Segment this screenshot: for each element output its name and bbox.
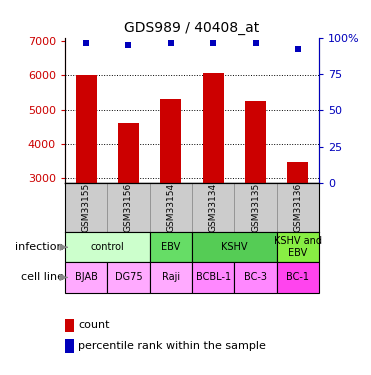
Bar: [65, 262, 107, 292]
Bar: [160, 99, 181, 183]
Text: KSHV: KSHV: [221, 242, 247, 252]
Point: [168, 40, 174, 46]
Text: BCBL-1: BCBL-1: [196, 272, 231, 282]
Title: GDS989 / 40408_at: GDS989 / 40408_at: [124, 21, 260, 35]
Text: EBV: EBV: [161, 242, 180, 252]
Bar: [203, 73, 224, 183]
Bar: [192, 232, 277, 262]
Text: cell line: cell line: [21, 272, 64, 282]
Bar: [65, 232, 150, 262]
Text: infection: infection: [16, 242, 64, 252]
Bar: [192, 183, 234, 232]
Bar: [277, 183, 319, 232]
Bar: [107, 262, 150, 292]
Text: BC-1: BC-1: [286, 272, 309, 282]
Text: control: control: [91, 242, 124, 252]
Text: count: count: [78, 321, 109, 330]
Bar: [150, 262, 192, 292]
Text: BC-3: BC-3: [244, 272, 267, 282]
Bar: [192, 262, 234, 292]
Text: GSM33154: GSM33154: [166, 183, 175, 232]
Point: [125, 42, 131, 48]
Text: GSM33156: GSM33156: [124, 183, 133, 232]
Text: BJAB: BJAB: [75, 272, 98, 282]
Bar: [76, 75, 97, 183]
Bar: [107, 183, 150, 232]
Bar: [65, 183, 107, 232]
Point: [83, 40, 89, 46]
Bar: [150, 232, 192, 262]
Bar: [234, 183, 277, 232]
Text: Raji: Raji: [162, 272, 180, 282]
Text: DG75: DG75: [115, 272, 142, 282]
Bar: [150, 183, 192, 232]
Point: [295, 46, 301, 52]
Point: [210, 40, 216, 46]
Text: GSM33135: GSM33135: [251, 183, 260, 232]
Text: GSM33155: GSM33155: [82, 183, 91, 232]
Point: [253, 40, 259, 46]
Text: GSM33134: GSM33134: [209, 183, 218, 232]
Bar: [287, 162, 308, 183]
Text: percentile rank within the sample: percentile rank within the sample: [78, 341, 266, 351]
Bar: [234, 262, 277, 292]
Bar: [118, 123, 139, 183]
Text: KSHV and
EBV: KSHV and EBV: [274, 237, 322, 258]
Bar: [245, 101, 266, 183]
Bar: [277, 232, 319, 262]
Bar: [277, 262, 319, 292]
Text: GSM33136: GSM33136: [293, 183, 302, 232]
